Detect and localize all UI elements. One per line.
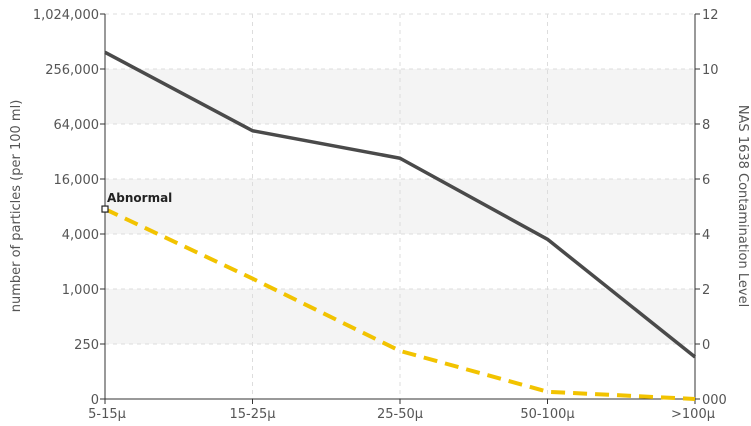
right-tick-label: 8 bbox=[702, 118, 710, 133]
x-axis-ticks: 5-15μ 15-25μ 25-50μ 50-100μ >100μ bbox=[88, 399, 715, 422]
annotation: Abnormal bbox=[101, 191, 172, 213]
left-tick-label: 4,000 bbox=[62, 228, 99, 243]
left-tick-label: 1,000 bbox=[62, 283, 99, 298]
right-tick-label: 4 bbox=[702, 228, 710, 243]
x-tick-label: >100μ bbox=[671, 407, 715, 422]
left-axis-title: number of particles (per 100 ml) bbox=[9, 100, 24, 313]
x-tick-label: 50-100μ bbox=[520, 407, 574, 422]
right-tick-label: 000 bbox=[702, 393, 727, 408]
right-tick-label: 10 bbox=[702, 63, 719, 78]
right-tick-label: 12 bbox=[702, 8, 719, 23]
series bbox=[104, 50, 697, 401]
left-tick-label: 16,000 bbox=[54, 173, 100, 188]
right-tick-label: 2 bbox=[702, 283, 710, 298]
left-tick-label: 250 bbox=[74, 338, 99, 353]
left-tick-label: 64,000 bbox=[54, 118, 100, 133]
grid bbox=[105, 13, 695, 400]
left-tick-label: 256,000 bbox=[45, 63, 99, 78]
x-tick-label: 5-15μ bbox=[88, 407, 126, 422]
abnormal-series-line bbox=[104, 207, 696, 401]
x-tick-label: 25-50μ bbox=[377, 407, 423, 422]
left-axis-ticks: 0 250 1,000 4,000 16,000 64,000 256,000 1,024,0… bbox=[33, 8, 105, 408]
right-tick-label: 6 bbox=[702, 173, 710, 188]
annotation-label: Abnormal bbox=[107, 191, 172, 205]
right-axis-title: NAS 1638 Contamination Level bbox=[735, 105, 750, 307]
left-tick-label: 0 bbox=[91, 393, 99, 408]
left-tick-label: 1,024,000 bbox=[33, 8, 99, 23]
x-tick-label: 15-25μ bbox=[229, 407, 275, 422]
annotation-marker bbox=[101, 205, 109, 213]
right-tick-label: 0 bbox=[702, 338, 710, 353]
